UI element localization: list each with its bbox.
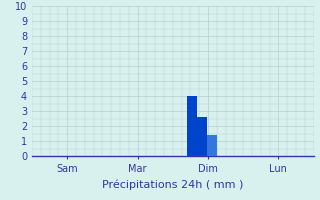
Bar: [187, 96, 197, 156]
Bar: [197, 117, 207, 156]
Bar: [207, 135, 217, 156]
X-axis label: Précipitations 24h ( mm ): Précipitations 24h ( mm ): [102, 179, 244, 190]
